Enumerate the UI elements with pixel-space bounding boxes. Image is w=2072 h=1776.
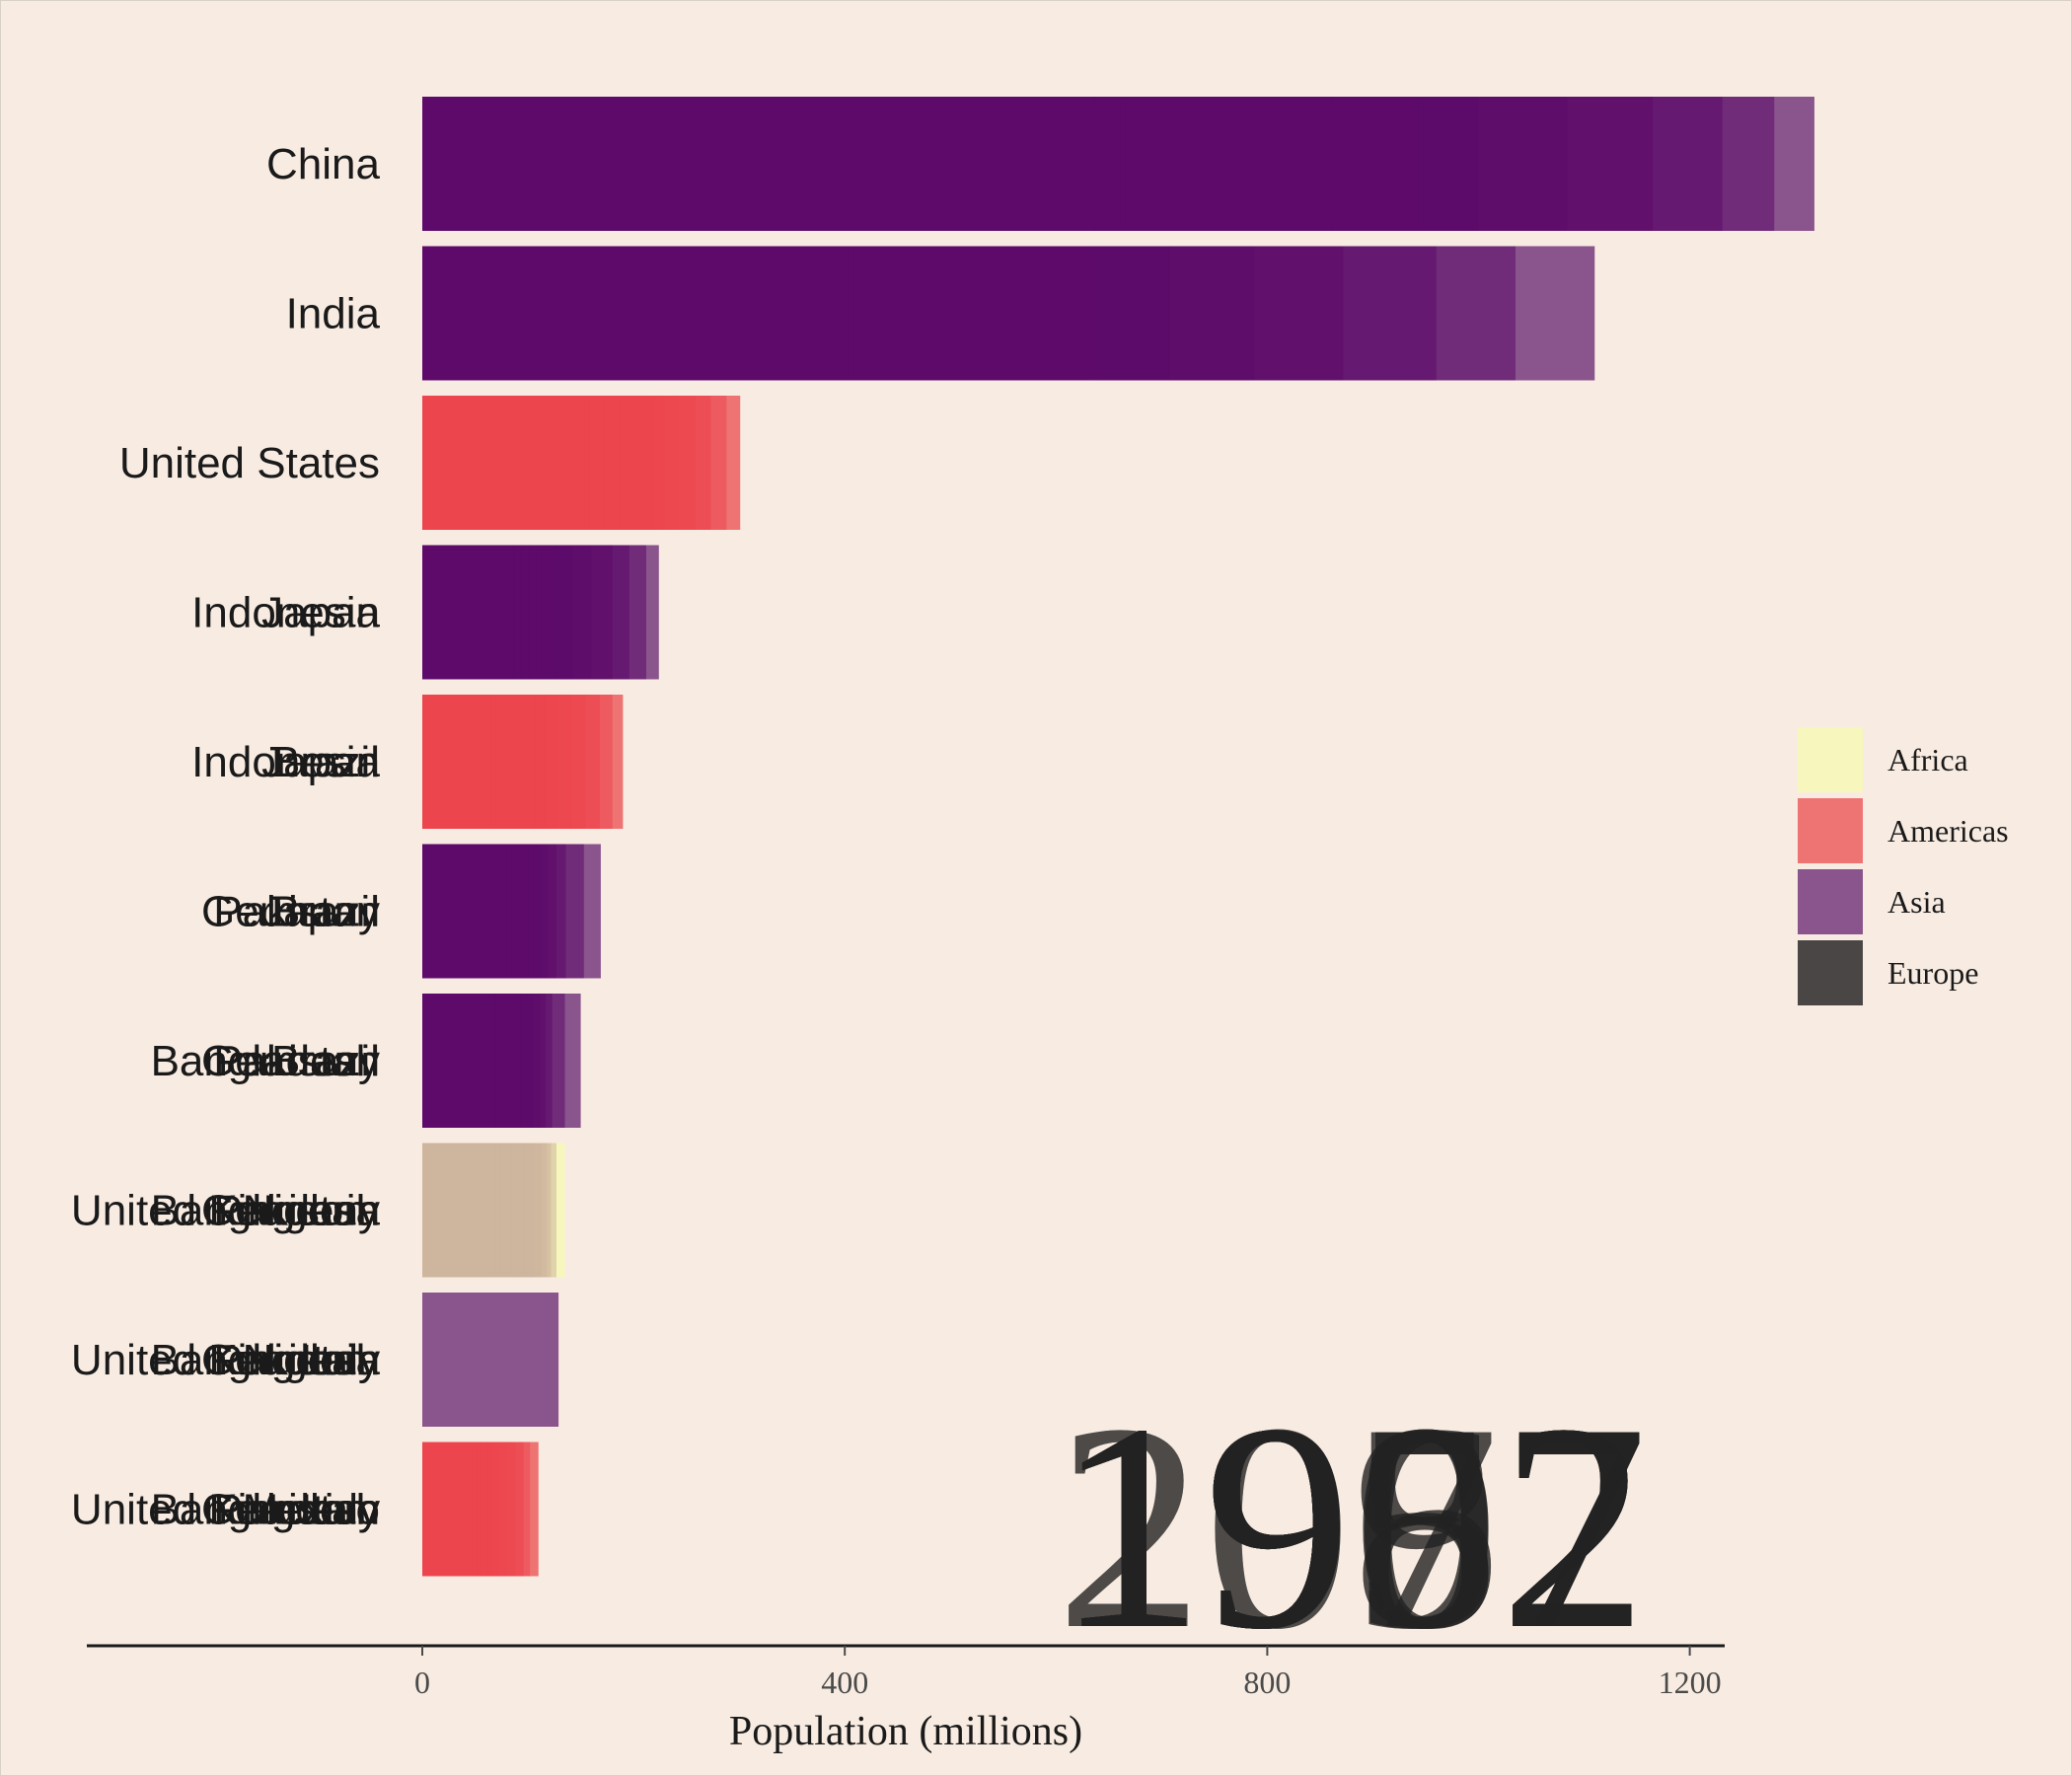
country-label-rank-10: Germany <box>201 1486 380 1534</box>
bar-rank-6-frame-12 <box>422 844 498 979</box>
bar-rank-4-frame-12 <box>422 545 514 680</box>
country-label-rank-9: Nigeria <box>243 1336 381 1384</box>
legend-swatch-europe <box>1798 940 1863 1005</box>
bar-rank-8-frame-12 <box>422 1143 496 1278</box>
legend-label-asia: Asia <box>1887 884 1946 920</box>
country-label-rank-10: Bangladesh <box>151 1486 380 1534</box>
year-label: 1967 <box>1056 1363 1648 1690</box>
country-label-rank-8: United Kingdom <box>71 1187 380 1235</box>
year-label: 2002 <box>1056 1363 1648 1690</box>
country-label-rank-10: Italy <box>300 1486 380 1534</box>
country-label-rank-9: Italy <box>300 1336 380 1384</box>
country-label-rank-9: Germany <box>201 1336 380 1384</box>
year-label: 1982 <box>1056 1363 1648 1690</box>
bar-rank-2-frame-12 <box>422 246 816 381</box>
country-label-rank-5: Japan <box>261 738 380 786</box>
bars-layer <box>422 97 1814 1577</box>
country-label-rank-9: United Kingdom <box>71 1336 380 1384</box>
country-label-rank-2: India <box>286 290 381 338</box>
year-label: 1972 <box>1056 1363 1648 1690</box>
country-label-rank-7: Brazil <box>271 1037 380 1085</box>
year-label: 1997 <box>1056 1363 1648 1690</box>
country-label-rank-7: Germany <box>201 1037 380 1085</box>
legend-label-americas: Americas <box>1887 813 2009 849</box>
bar-rank-1-frame-12 <box>422 97 1010 231</box>
x-tick-label: 400 <box>821 1665 868 1700</box>
country-label-rank-3: United States <box>119 439 380 487</box>
legend-swatch-asia <box>1798 869 1863 934</box>
country-label-rank-5: Indonesia <box>191 738 380 786</box>
year-label: 1952 <box>1056 1363 1648 1690</box>
legend-swatch-africa <box>1798 727 1863 792</box>
legend-swatch-americas <box>1798 798 1863 863</box>
country-label-rank-7: Bangladesh <box>151 1037 380 1085</box>
legend-label-africa: Africa <box>1887 742 1968 777</box>
country-label-rank-10: Mexico <box>243 1486 380 1534</box>
country-label-rank-4: Japan <box>261 589 380 637</box>
legend: Africa Americas Asia Europe <box>1798 727 2009 1005</box>
x-tick-label: 0 <box>414 1665 430 1700</box>
country-label-rank-9: Bangladesh <box>151 1336 380 1384</box>
country-label-rank-6: Japan <box>261 888 380 936</box>
year-label: 1992 <box>1056 1363 1648 1690</box>
year-label: 2007 <box>1056 1363 1648 1690</box>
country-label-rank-8: Bangladesh <box>151 1187 380 1235</box>
x-axis-label: Population (millions) <box>729 1709 1082 1754</box>
country-label-rank-7: Pakistan <box>213 1037 380 1085</box>
country-label-rank-8: Pakistan <box>213 1187 380 1235</box>
year-label: 1957 <box>1056 1363 1648 1690</box>
x-axis-ticks: 0 400 800 1200 <box>414 1646 1722 1700</box>
country-label-rank-6: Pakistan <box>213 888 380 936</box>
year-label: 1977 <box>1056 1363 1648 1690</box>
country-label-rank-9: Pakistan <box>213 1336 380 1384</box>
legend-label-europe: Europe <box>1887 955 1978 991</box>
year-label: 1962 <box>1056 1363 1648 1690</box>
country-label-rank-4: Indonesia <box>191 589 380 637</box>
country-label-rank-10: Pakistan <box>213 1486 380 1534</box>
year-overlay-layer: 1952195719621967197219771982198719921997… <box>1056 1363 1648 1690</box>
bar-rank-5-frame-12 <box>422 695 491 829</box>
year-label: 1987 <box>1056 1363 1648 1690</box>
bar-rank-7-frame-12 <box>422 994 495 1128</box>
bar-rank-3-frame-12 <box>422 396 590 530</box>
country-label-rank-5: Brazil <box>271 738 380 786</box>
country-label-rank-8: Germany <box>201 1187 380 1235</box>
x-tick-label: 1200 <box>1659 1665 1722 1700</box>
country-label-rank-1: China <box>266 140 380 188</box>
country-label-rank-6: Brazil <box>271 888 380 936</box>
country-label-rank-6: Germany <box>201 888 380 936</box>
bar-rank-9-frame-12 <box>422 1293 493 1427</box>
bar-rank-10-frame-12 <box>422 1442 476 1577</box>
country-label-rank-8: Nigeria <box>243 1187 381 1235</box>
x-tick-label: 800 <box>1243 1665 1291 1700</box>
country-label-rank-10: United Kingdom <box>71 1486 380 1534</box>
